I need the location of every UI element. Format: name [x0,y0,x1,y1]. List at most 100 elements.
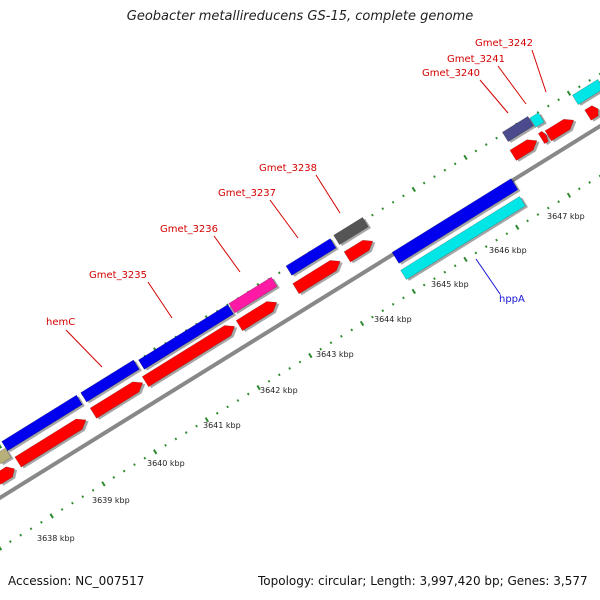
gene-label-hemc[interactable]: hemC [46,317,75,328]
gene-label-gmet-3241[interactable]: Gmet_3241 [447,54,505,65]
gene-label-gmet-3235[interactable]: Gmet_3235 [89,270,147,281]
kbp-tick-label: 3639 kbp [92,496,130,505]
inner-tick-mark [49,513,54,519]
label-leader-line [315,174,341,214]
inner-tick-mark [402,296,405,300]
inner-tick-mark [474,251,478,255]
inner-tick-mark [453,264,457,268]
inner-tick-mark [184,431,188,434]
kbp-tick-label: 3646 kbp [489,246,527,255]
inner-tick-mark [340,334,343,338]
red-feature [292,260,343,296]
inner-tick-mark [174,437,178,441]
kbp-tick-label: 3641 kbp [203,421,241,430]
inner-tick-mark [153,449,158,455]
outer-tick-mark [411,186,416,193]
inner-tick-mark [204,417,210,423]
outer-tick-mark [371,213,374,217]
cds-gmet-3236 [228,276,280,315]
cds-hemC [80,359,142,404]
inner-tick-mark [371,315,374,319]
inner-tick-mark [308,352,313,359]
outer-tick-mark [391,200,395,204]
gene-label-gmet-3238[interactable]: Gmet_3238 [259,163,317,174]
inner-tick-mark [298,360,302,364]
inner-tick-mark [319,347,323,351]
red-feature [0,466,18,486]
inner-tick-mark [164,443,167,447]
outer-tick-mark [588,79,591,82]
inner-tick-mark [495,238,498,242]
outer-tick-mark [557,98,560,102]
inner-tick-mark [246,392,250,396]
gene-label-gmet-3237[interactable]: Gmet_3237 [218,188,276,199]
gene-label-gmet-3240[interactable]: Gmet_3240 [422,68,480,79]
kbp-tick-label: 3640 kbp [147,459,185,468]
outer-tick-mark [484,143,488,146]
inner-tick-mark [122,469,126,473]
outer-tick-mark [0,444,3,449]
inner-tick-mark [133,463,136,467]
inner-tick-mark [391,302,395,306]
outer-tick-mark [577,85,581,89]
genome-backbone [0,123,600,501]
cds-gmet-3242 [571,79,600,106]
cds-olive [0,447,14,466]
label-leader-line [147,281,173,319]
inner-tick-mark [288,367,291,370]
inner-tick-mark [443,270,447,274]
cds-hemC-region [1,394,85,453]
inner-tick-mark [226,405,229,409]
outer-tick-mark [453,162,457,166]
kbp-tick-label: 3645 kbp [431,280,469,289]
label-leader-line [213,235,241,273]
inner-tick-mark [329,341,333,345]
inner-tick-mark [515,224,520,230]
outer-tick-mark [433,175,436,179]
cds-gmet-3241 [529,112,547,129]
kbp-tick-label: 3643 kbp [316,350,354,359]
inner-tick-mark [81,495,85,499]
inner-tick-mark [277,373,281,377]
outer-tick-mark [277,271,281,275]
inner-tick-mark [256,385,261,391]
red-feature [235,301,280,333]
gene-label-hppa[interactable]: hppA [499,294,525,305]
outer-tick-mark [463,154,468,161]
label-leader-line [531,49,547,93]
kbp-tick-label: 3642 kbp [260,386,298,395]
inner-tick-mark [381,309,385,313]
kbp-tick-labels: 3638 kbp 3639 kbp 3640 kbp 3641 kbp 3642 kbp… [37,212,585,543]
inner-tick-mark [350,328,354,332]
kbp-tick-label: 3644 kbp [374,315,412,324]
inner-tick-mark [463,256,468,263]
cds-gmet-3238 [333,216,371,246]
inner-tick-mark [526,219,529,223]
gene-label-gmet-3242[interactable]: Gmet_3242 [475,38,533,49]
gene-label-gmet-3236[interactable]: Gmet_3236 [160,224,218,235]
inner-tick-mark [71,501,74,505]
inner-tick-mark [359,320,365,327]
label-leader-line [479,79,509,114]
red-feature [584,105,600,122]
label-leader-line [65,329,103,368]
inner-tick-mark [195,424,198,428]
inner-tick-mark [112,476,116,479]
genome-summary-text: Topology: circular; Length: 3,997,420 bp… [258,574,588,588]
label-leader-line [475,258,501,295]
inner-tick-mark [557,200,560,204]
cds-hppA [400,196,528,281]
red-feature [544,118,577,143]
outer-tick-mark [566,90,572,96]
inner-tick-mark [40,520,43,524]
genome-title: Geobacter metallireducens GS-15, complet… [126,9,474,24]
outer-tick-mark [381,207,385,211]
red-feature [537,130,551,146]
inner-tick-mark [0,546,3,551]
cds-gmet-3235 [138,304,237,371]
outer-tick-mark [443,168,447,172]
red-feature [509,139,540,162]
outer-tick-mark [546,104,550,108]
inner-tick-mark [60,508,64,511]
